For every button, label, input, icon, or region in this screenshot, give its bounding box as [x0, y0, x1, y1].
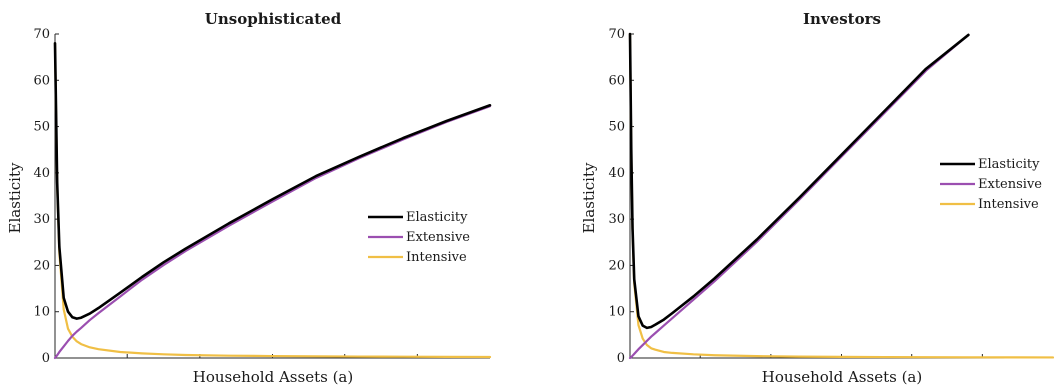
- legend-label-extensive: Extensive: [406, 230, 470, 245]
- y-axis-label: Elasticity: [6, 162, 24, 233]
- y-tick-label: 30: [608, 212, 625, 227]
- y-tick-label: 0: [617, 351, 625, 366]
- y-tick-label: 40: [608, 166, 625, 181]
- legend-label-elasticity: Elasticity: [406, 210, 468, 225]
- series-line-intensive: [53, 42, 492, 359]
- series-line-elasticity: [53, 41, 492, 320]
- chart-panel-investors: Investors Household Assets (a) Elasticit…: [580, 10, 1055, 385]
- chart-panel-unsophisticated: Unsophisticated Household Assets (a) Ela…: [6, 10, 492, 385]
- y-axis-ticks: 0 10 20 30 40 50 60 70: [608, 27, 634, 366]
- series-line-extensive: [53, 105, 492, 360]
- axes: [629, 34, 1053, 359]
- series-line-intensive: [628, 32, 1055, 359]
- chart-title: Investors: [803, 10, 881, 28]
- y-tick-label: 10: [608, 305, 625, 320]
- legend-label-intensive: Intensive: [406, 250, 467, 265]
- series-lines: [53, 41, 492, 360]
- x-axis-label: Household Assets (a): [193, 368, 353, 385]
- chart-title: Unsophisticated: [205, 10, 342, 28]
- y-tick-label: 10: [33, 305, 50, 320]
- legend-label-intensive: Intensive: [978, 197, 1039, 212]
- y-tick-label: 40: [33, 166, 50, 181]
- y-tick-label: 70: [608, 27, 625, 42]
- series-line-elasticity: [628, 32, 970, 330]
- y-tick-label: 20: [33, 258, 50, 273]
- y-tick-label: 60: [33, 73, 50, 88]
- axes: [54, 34, 490, 359]
- y-axis-label: Elasticity: [580, 162, 598, 233]
- series-lines: [628, 32, 1055, 360]
- y-tick-label: 20: [608, 258, 625, 273]
- y-tick-label: 0: [42, 351, 50, 366]
- legend-label-extensive: Extensive: [978, 177, 1042, 192]
- y-tick-label: 70: [33, 27, 50, 42]
- x-axis-label: Household Assets (a): [762, 368, 922, 385]
- legend: Elasticity Extensive Intensive: [368, 210, 470, 265]
- y-tick-label: 60: [608, 73, 625, 88]
- legend: Elasticity Extensive Intensive: [940, 157, 1042, 212]
- legend-label-elasticity: Elasticity: [978, 157, 1040, 172]
- y-tick-label: 50: [33, 120, 50, 135]
- y-tick-label: 50: [608, 120, 625, 135]
- y-tick-label: 30: [33, 212, 50, 227]
